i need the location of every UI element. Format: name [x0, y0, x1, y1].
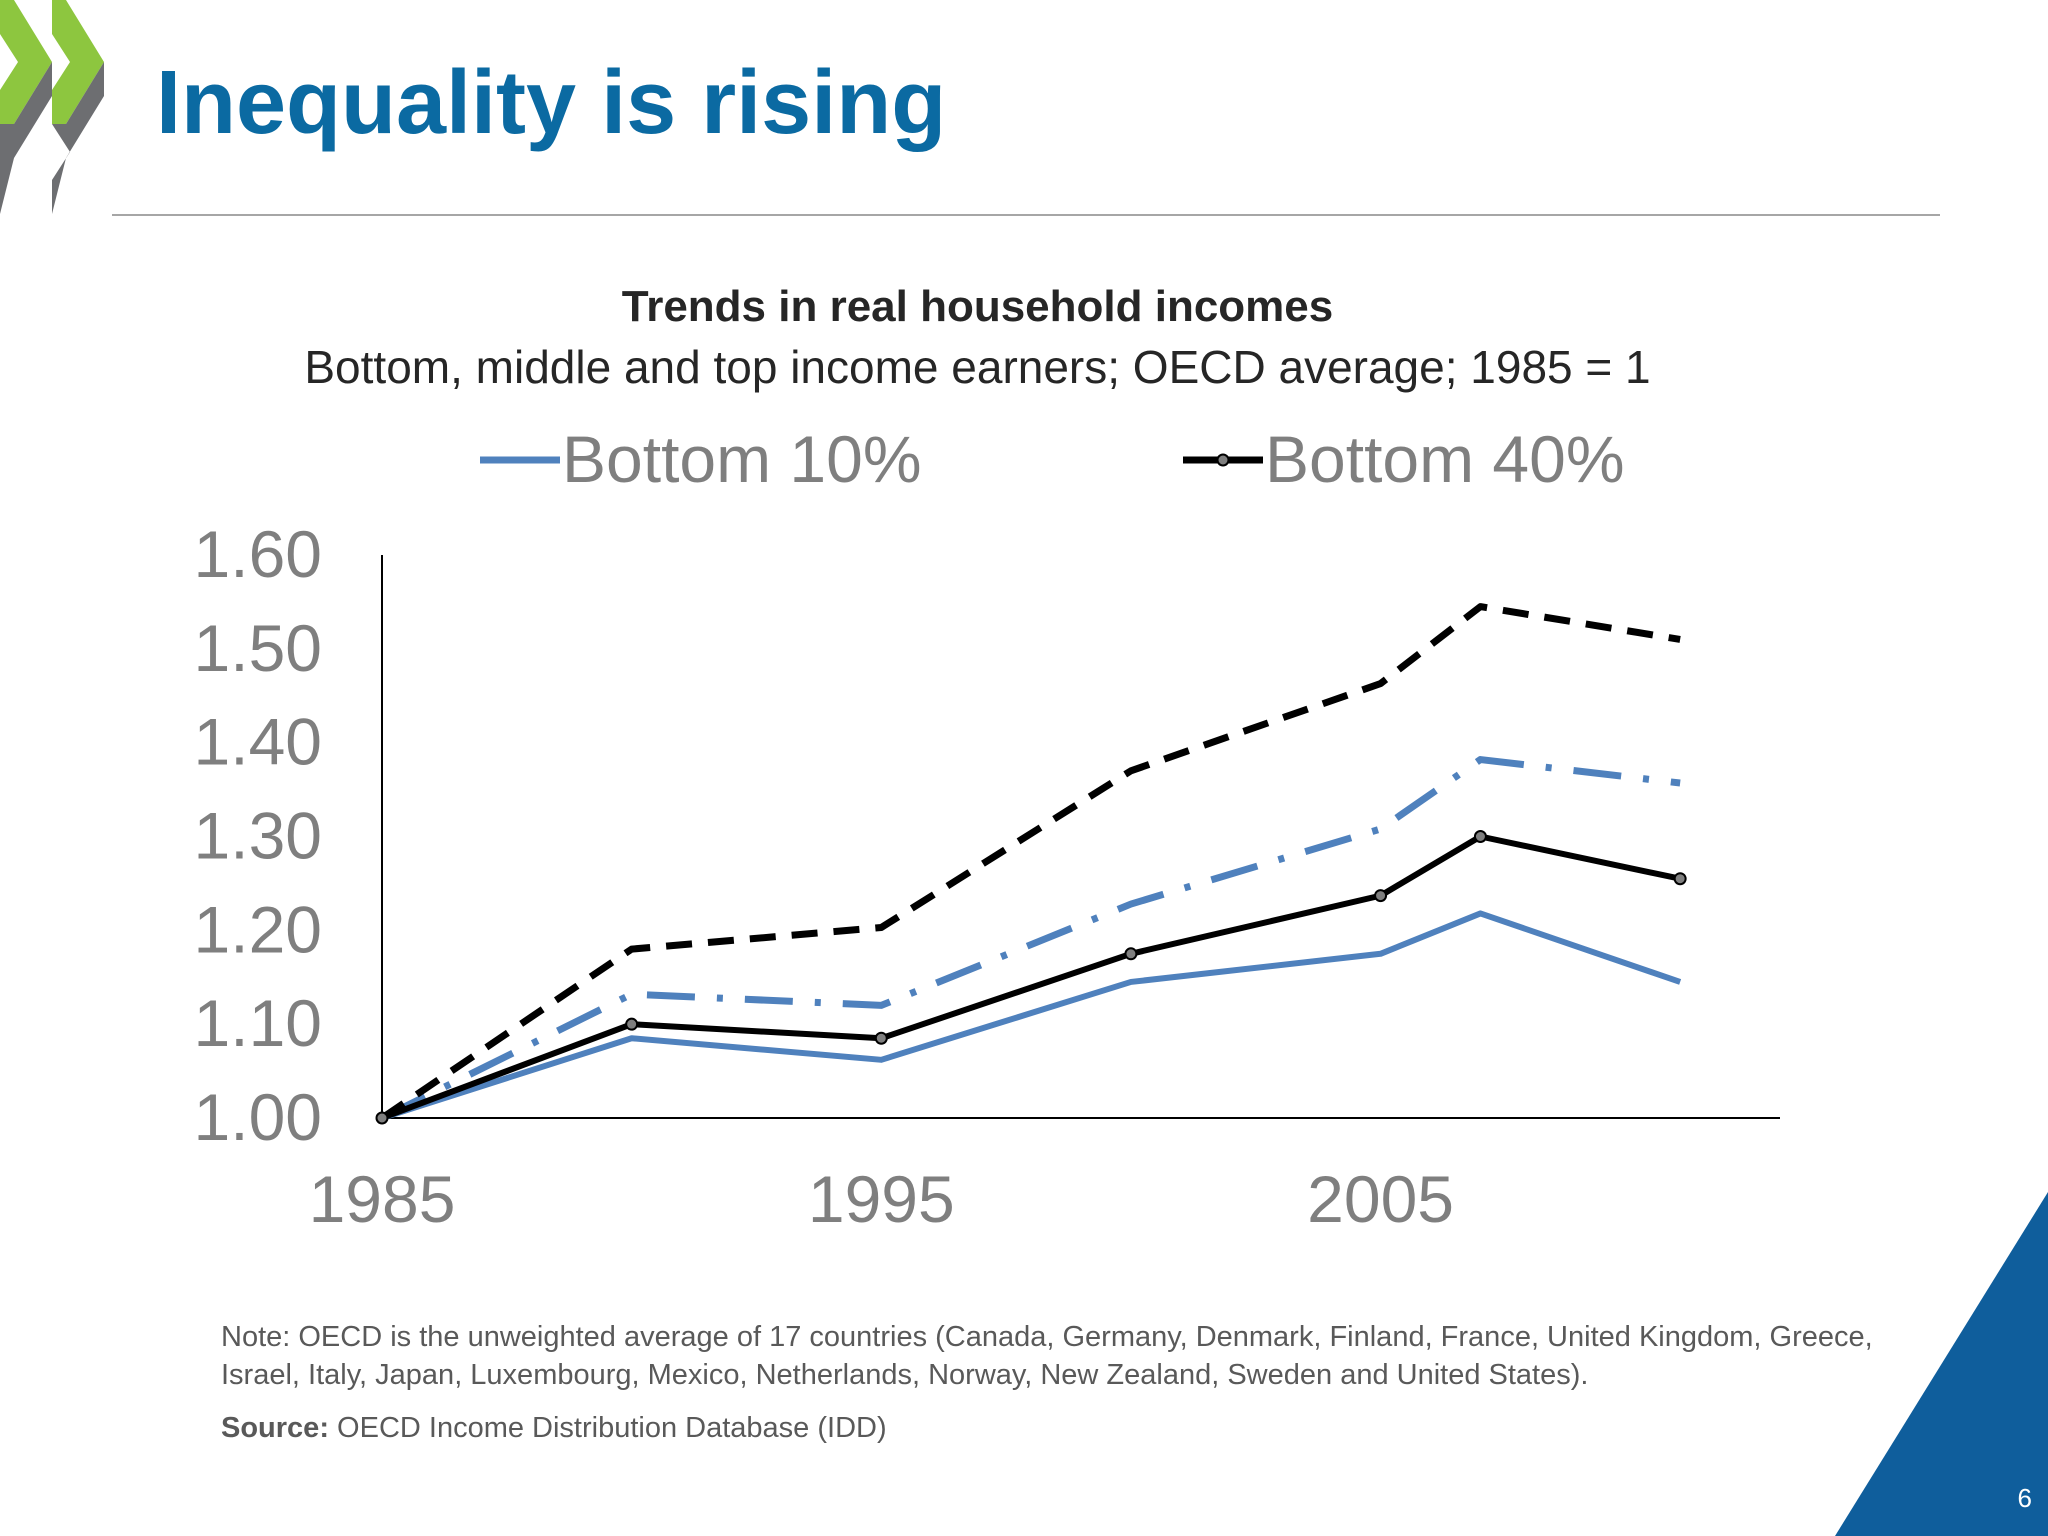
chart-source: Source: OECD Income Distribution Databas…: [221, 1412, 887, 1445]
chart: Bottom 10% Bottom 40% 1.00 1.10 1.20 1.30 1.4…: [0, 0, 2048, 1280]
y-tick-label: 1.00: [194, 1080, 322, 1154]
legend-label: Bottom 40%: [1265, 422, 1625, 496]
series-point: [876, 1033, 887, 1044]
legend-marker: [1218, 455, 1229, 466]
series-point: [377, 1113, 388, 1124]
x-tick-label: 1995: [808, 1162, 955, 1236]
series-point: [1375, 890, 1386, 901]
x-tick-label: 2005: [1307, 1162, 1454, 1236]
y-tick-label: 1.60: [194, 517, 322, 591]
y-tick-labels: 1.00 1.10 1.20 1.30 1.40 1.50 1.60: [194, 517, 322, 1154]
y-tick-label: 1.20: [194, 892, 322, 966]
y-tick-label: 1.10: [194, 986, 322, 1060]
series-point: [1475, 831, 1486, 842]
chart-legend: Bottom 10% Bottom 40%: [480, 422, 1625, 496]
series-point: [1675, 873, 1686, 884]
legend-label: Bottom 10%: [562, 422, 922, 496]
series-point: [626, 1019, 637, 1030]
chart-note: Note: OECD is the unweighted average of …: [221, 1318, 1921, 1394]
series-line: [382, 837, 1680, 1119]
y-tick-label: 1.30: [194, 799, 322, 873]
page-number: 6: [2018, 1483, 2032, 1514]
source-text: OECD Income Distribution Database (IDD): [329, 1412, 887, 1444]
y-tick-label: 1.50: [194, 611, 322, 685]
source-label: Source:: [221, 1412, 329, 1444]
chart-series: [377, 607, 1686, 1124]
series-point: [1125, 948, 1136, 959]
y-tick-label: 1.40: [194, 705, 322, 779]
x-tick-labels: 1985 1995 2005: [309, 1162, 1454, 1236]
series-line: [382, 760, 1680, 1118]
chart-axes: [382, 555, 1780, 1118]
series-line: [382, 607, 1680, 1118]
x-tick-label: 1985: [309, 1162, 456, 1236]
